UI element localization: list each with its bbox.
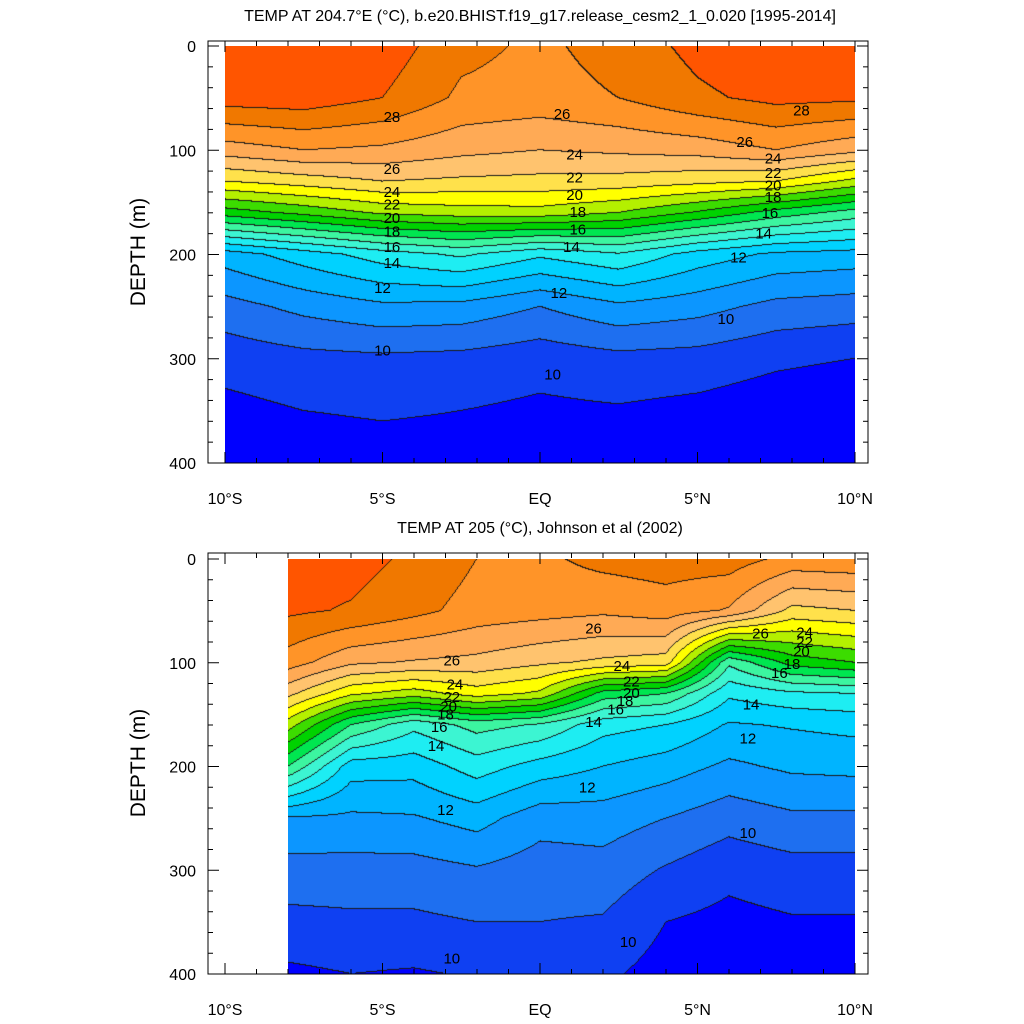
x-tick-label: 10°S (208, 1002, 243, 1019)
contour-label-20: 20 (623, 685, 640, 702)
y-tick-label: 300 (169, 352, 196, 369)
panel-bottom: TEMP AT 205 (°C), Johnson et al (2002) 2… (127, 520, 873, 1019)
contour-label-14: 14 (755, 226, 772, 243)
contour-label-20: 20 (384, 210, 401, 227)
contour-label-26: 26 (384, 161, 401, 178)
y-tick-label: 300 (169, 863, 196, 880)
bottom-panel-contour-fill (288, 559, 855, 974)
top-panel-axes: 10°S 5°S EQ 5°N 10°N 0 100 200 300 400 (169, 39, 873, 508)
contour-label-14: 14 (743, 696, 760, 713)
contour-label-10: 10 (740, 825, 757, 842)
bottom-panel-frame (207, 552, 869, 975)
x-tick-label: 5°N (684, 491, 711, 508)
contour-label-18: 18 (784, 656, 801, 673)
bottom-panel-axes: 10°S 5°S EQ 5°N 10°N 0 100 200 300 400 (169, 552, 873, 1019)
contour-label-12: 12 (579, 779, 596, 796)
top-panel-frame (207, 40, 869, 464)
y-tick-label: 200 (169, 760, 196, 777)
contour-label-12: 12 (374, 280, 391, 297)
contour-label-24: 24 (566, 146, 583, 163)
contour-label-16: 16 (762, 205, 779, 222)
contour-label-22: 22 (623, 673, 640, 690)
y-tick-label: 100 (169, 143, 196, 160)
contour-label-16: 16 (771, 665, 788, 682)
contour-label-14: 14 (585, 714, 602, 731)
bottom-panel-title: TEMP AT 205 (°C), Johnson et al (2002) (397, 520, 683, 537)
contour-label-22: 22 (796, 634, 813, 651)
contour-label-10: 10 (718, 311, 735, 328)
contour-label-16: 16 (569, 221, 586, 238)
contour-label-12: 12 (730, 250, 747, 267)
contour-label-20: 20 (765, 178, 782, 195)
contour-label-20: 20 (566, 187, 583, 204)
bottom-panel-ylabel: DEPTH (m) (127, 709, 150, 818)
contour-label-22: 22 (384, 196, 401, 213)
x-tick-label: EQ (528, 491, 551, 508)
contour-label-16: 16 (384, 239, 401, 256)
contour-label-22: 22 (765, 165, 782, 182)
contour-label-20: 20 (793, 643, 810, 660)
contour-label-24: 24 (447, 677, 464, 694)
panel-top: TEMP AT 204.7°E (°C), b.e20.BHIST.f19_g1… (127, 8, 873, 508)
contour-label-16: 16 (431, 719, 448, 736)
contour-label-26: 26 (554, 106, 571, 123)
contour-label-22: 22 (443, 689, 460, 706)
y-tick-label: 100 (169, 656, 196, 673)
contour-label-26: 26 (752, 626, 769, 643)
contour-label-26: 26 (736, 134, 753, 151)
contour-label-18: 18 (617, 693, 634, 710)
contour-label-24: 24 (765, 151, 782, 168)
contour-label-16: 16 (607, 701, 624, 718)
contour-label-10: 10 (374, 342, 391, 359)
x-tick-label: 5°N (684, 1002, 711, 1019)
contour-label-28: 28 (793, 103, 810, 120)
contour-label-10: 10 (443, 950, 460, 967)
contour-label-14: 14 (428, 738, 445, 755)
top-panel-title: TEMP AT 204.7°E (°C), b.e20.BHIST.f19_g1… (244, 8, 836, 25)
bottom-panel-contour-labels: 26 26262424242222222020201818181616161414… (428, 621, 813, 968)
contour-label-26: 26 (443, 653, 460, 670)
x-tick-label: 5°S (370, 1002, 396, 1019)
contour-label-18: 18 (437, 707, 454, 724)
y-tick-label: 200 (169, 248, 196, 265)
contour-label-12: 12 (740, 730, 757, 747)
x-tick-label: 10°S (208, 491, 243, 508)
contour-label-26: 26 (585, 621, 602, 638)
contour-label-28: 28 (384, 109, 401, 126)
top-panel-contour-fill (225, 46, 855, 463)
contour-label-24: 24 (796, 625, 813, 642)
y-tick-label: 0 (187, 552, 196, 569)
x-tick-label: 10°N (837, 491, 873, 508)
top-panel-ylabel: DEPTH (m) (127, 198, 150, 307)
contour-label-20: 20 (440, 698, 457, 715)
y-tick-label: 400 (169, 967, 196, 984)
y-tick-label: 400 (169, 456, 196, 473)
contour-label-10: 10 (544, 366, 561, 383)
contour-label-18: 18 (384, 224, 401, 241)
contour-label-10: 10 (620, 934, 637, 951)
contour-label-24: 24 (614, 658, 631, 675)
contour-label-12: 12 (551, 285, 568, 302)
x-tick-label: 10°N (837, 1002, 873, 1019)
y-tick-label: 0 (187, 39, 196, 56)
contour-label-24: 24 (384, 184, 401, 201)
x-tick-label: EQ (528, 1002, 551, 1019)
contour-label-14: 14 (384, 255, 401, 272)
contour-label-14: 14 (563, 239, 580, 256)
contour-label-22: 22 (566, 169, 583, 186)
contour-label-18: 18 (765, 189, 782, 206)
contour-label-12: 12 (437, 802, 454, 819)
contour-label-18: 18 (569, 204, 586, 221)
x-tick-label: 5°S (370, 491, 396, 508)
